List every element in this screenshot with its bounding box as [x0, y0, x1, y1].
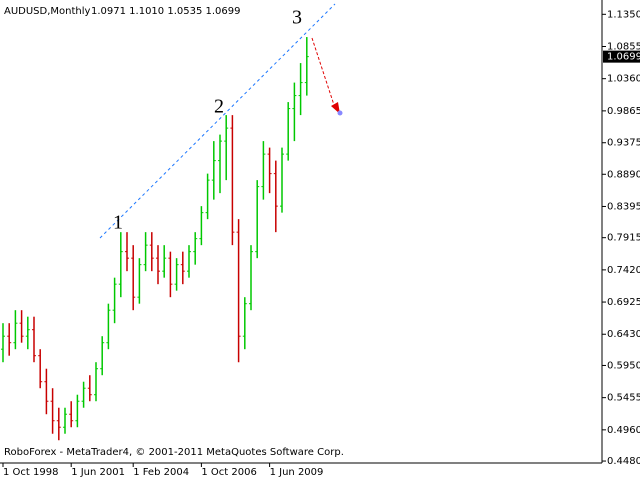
y-tick-label: 0.5950 — [607, 360, 640, 371]
last-price-label: 1.0699 — [607, 52, 640, 63]
x-tick-label: 1 Oct 2006 — [201, 467, 256, 478]
y-tick-label: 0.7420 — [607, 265, 640, 276]
x-tick-label: 1 Feb 2004 — [133, 467, 189, 478]
x-tick-label: 1 Jun 2009 — [270, 467, 324, 478]
x-tick-label: 1 Oct 1998 — [3, 467, 58, 478]
y-tick-label: 0.4480 — [607, 456, 640, 467]
chart-title: AUDUSD,Monthly — [4, 6, 91, 17]
wave-label: 1 — [113, 212, 123, 234]
footer: RoboForex - MetaTrader4, © 2001-2011 Met… — [4, 447, 344, 458]
y-tick-label: 0.6925 — [607, 297, 640, 308]
forecast-arrow — [311, 37, 336, 109]
y-tick-label: 0.8890 — [607, 169, 640, 180]
ohlc-header: 1.0971 1.1010 1.0535 1.0699 — [91, 6, 241, 17]
y-tick-label: 1.1350 — [607, 9, 640, 20]
last-price-box — [603, 50, 640, 63]
y-tick-label: 0.8395 — [607, 201, 640, 212]
arrow-head — [331, 102, 340, 114]
y-tick-label: 0.4960 — [607, 425, 640, 436]
target-dot — [337, 110, 343, 116]
y-tick-label: 0.9375 — [607, 138, 640, 149]
x-tick-label: 1 Jun 2001 — [71, 467, 125, 478]
y-tick-label: 0.5455 — [607, 393, 640, 404]
trend-line — [99, 3, 336, 239]
y-tick-label: 0.9865 — [607, 106, 640, 117]
y-tick-label: 0.7915 — [607, 233, 640, 244]
wave-label: 3 — [292, 7, 302, 29]
y-tick-label: 0.6430 — [607, 329, 640, 340]
wave-label: 2 — [214, 96, 224, 118]
y-tick-label: 1.0360 — [607, 74, 640, 85]
y-tick-label: 1.0855 — [607, 41, 640, 52]
